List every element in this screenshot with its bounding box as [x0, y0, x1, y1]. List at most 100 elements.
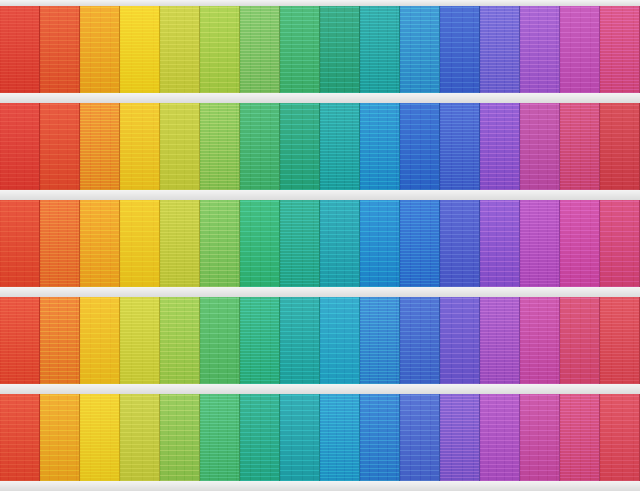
panel-stripes	[480, 200, 519, 287]
panel-sheen	[400, 103, 439, 190]
color-panel	[240, 394, 280, 481]
color-panel	[360, 297, 400, 384]
panel-sheen	[280, 297, 319, 384]
color-panel	[320, 297, 360, 384]
color-panel	[480, 6, 520, 93]
panel-sheen	[520, 103, 559, 190]
color-panel	[0, 200, 40, 287]
color-panel	[160, 297, 200, 384]
panel-sheen	[240, 6, 279, 93]
panel-stripes	[320, 103, 359, 190]
panel-stripes	[0, 394, 39, 481]
shelf-divider	[0, 287, 640, 297]
color-panel	[360, 6, 400, 93]
panel-sheen	[80, 200, 119, 287]
panel-stripes	[400, 297, 439, 384]
panel-sheen	[360, 297, 399, 384]
shelf-divider	[0, 481, 640, 491]
panel-stripes	[360, 6, 399, 93]
color-panel	[440, 6, 480, 93]
color-panel	[600, 103, 640, 190]
panel-stripes	[160, 103, 199, 190]
panel-sheen	[80, 297, 119, 384]
color-band-row	[0, 103, 640, 190]
panel-stripes	[400, 394, 439, 481]
panel-sheen	[600, 297, 639, 384]
panel-sheen	[200, 394, 239, 481]
panel-stripes	[440, 103, 479, 190]
color-panel	[600, 6, 640, 93]
color-panel	[80, 6, 120, 93]
panel-stripes	[200, 103, 239, 190]
panel-sheen	[120, 394, 159, 481]
panel-stripes	[120, 297, 159, 384]
color-panel	[80, 394, 120, 481]
color-panel	[480, 103, 520, 190]
color-panel	[560, 297, 600, 384]
shelf-divider	[0, 0, 640, 6]
panel-sheen	[120, 200, 159, 287]
color-panel	[120, 200, 160, 287]
color-panel	[280, 6, 320, 93]
panel-stripes	[0, 103, 39, 190]
color-panel	[400, 297, 440, 384]
panel-stripes	[40, 200, 79, 287]
panel-sheen	[320, 6, 359, 93]
color-panel	[520, 394, 560, 481]
color-panel	[120, 103, 160, 190]
color-band-row	[0, 200, 640, 287]
panel-stripes	[240, 103, 279, 190]
color-panel	[320, 103, 360, 190]
panel-sheen	[280, 6, 319, 93]
panel-stripes	[80, 297, 119, 384]
panel-sheen	[440, 6, 479, 93]
color-panel	[360, 103, 400, 190]
color-panel	[200, 200, 240, 287]
panel-sheen	[160, 200, 199, 287]
color-panel	[520, 103, 560, 190]
panel-sheen	[320, 297, 359, 384]
shelf-divider	[0, 384, 640, 394]
panel-sheen	[200, 200, 239, 287]
panel-sheen	[480, 6, 519, 93]
color-panel	[560, 6, 600, 93]
color-panel	[200, 103, 240, 190]
color-panel	[320, 394, 360, 481]
panel-sheen	[40, 394, 79, 481]
color-panel	[360, 200, 400, 287]
panel-sheen	[360, 6, 399, 93]
panel-sheen	[560, 200, 599, 287]
panel-sheen	[0, 6, 39, 93]
color-panel	[0, 394, 40, 481]
panel-sheen	[240, 200, 279, 287]
panel-sheen	[440, 200, 479, 287]
panel-sheen	[560, 394, 599, 481]
panel-stripes	[440, 200, 479, 287]
panel-sheen	[120, 103, 159, 190]
panel-sheen	[360, 394, 399, 481]
shelf-divider	[0, 190, 640, 200]
color-panel	[160, 103, 200, 190]
panel-stripes	[360, 200, 399, 287]
color-panel	[520, 6, 560, 93]
color-panel	[40, 103, 80, 190]
panel-sheen	[440, 297, 479, 384]
color-panel	[480, 297, 520, 384]
panel-stripes	[520, 6, 559, 93]
color-panel	[480, 200, 520, 287]
panel-stripes	[560, 297, 599, 384]
color-panel	[400, 6, 440, 93]
color-panel	[40, 394, 80, 481]
panel-stripes	[200, 200, 239, 287]
panel-stripes	[440, 297, 479, 384]
panel-stripes	[240, 394, 279, 481]
panel-sheen	[80, 6, 119, 93]
panel-stripes	[440, 394, 479, 481]
panel-stripes	[400, 6, 439, 93]
panel-stripes	[80, 6, 119, 93]
color-panel	[440, 103, 480, 190]
panel-stripes	[560, 394, 599, 481]
panel-sheen	[600, 200, 639, 287]
panel-stripes	[120, 394, 159, 481]
